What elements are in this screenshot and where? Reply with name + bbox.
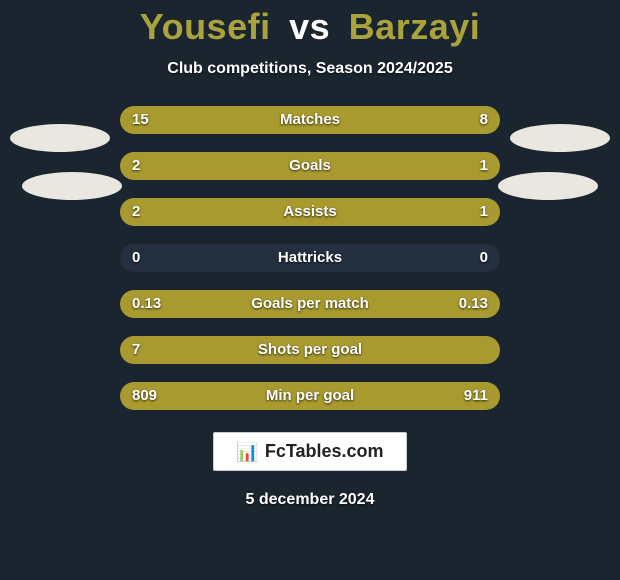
player1-badge-primary bbox=[10, 124, 110, 152]
watermark-card: 📊 FcTables.com bbox=[213, 432, 406, 471]
stat-metric-label: Matches bbox=[120, 106, 500, 134]
player2-badge-secondary bbox=[498, 172, 598, 200]
player1-badge-secondary bbox=[22, 172, 122, 200]
stat-row: 21Goals bbox=[120, 152, 500, 180]
stat-metric-label: Hattricks bbox=[120, 244, 500, 272]
stat-metric-label: Shots per goal bbox=[120, 336, 500, 364]
stat-row: 00Hattricks bbox=[120, 244, 500, 272]
page-title: Yousefi vs Barzayi bbox=[140, 6, 481, 48]
stat-row: 7Shots per goal bbox=[120, 336, 500, 364]
subtitle: Club competitions, Season 2024/2025 bbox=[167, 60, 452, 78]
stat-metric-label: Min per goal bbox=[120, 382, 500, 410]
stat-metric-label: Assists bbox=[120, 198, 500, 226]
brand-name: FcTables.com bbox=[265, 441, 384, 462]
stat-row: 21Assists bbox=[120, 198, 500, 226]
stat-metric-label: Goals bbox=[120, 152, 500, 180]
stat-row: 0.130.13Goals per match bbox=[120, 290, 500, 318]
stat-row: 158Matches bbox=[120, 106, 500, 134]
player1-name: Yousefi bbox=[140, 6, 271, 47]
player2-badge-primary bbox=[510, 124, 610, 152]
stat-metric-label: Goals per match bbox=[120, 290, 500, 318]
stat-row: 809911Min per goal bbox=[120, 382, 500, 410]
chart-icon: 📊 bbox=[236, 443, 258, 461]
player2-name: Barzayi bbox=[349, 6, 481, 47]
vs-separator: vs bbox=[289, 6, 330, 47]
generated-date: 5 december 2024 bbox=[246, 491, 375, 509]
stat-bars: 158Matches 21Goals 21Assists 00Hattricks 0.1… bbox=[120, 106, 500, 410]
comparison-infographic: Yousefi vs Barzayi Club competitions, Se… bbox=[0, 0, 620, 580]
